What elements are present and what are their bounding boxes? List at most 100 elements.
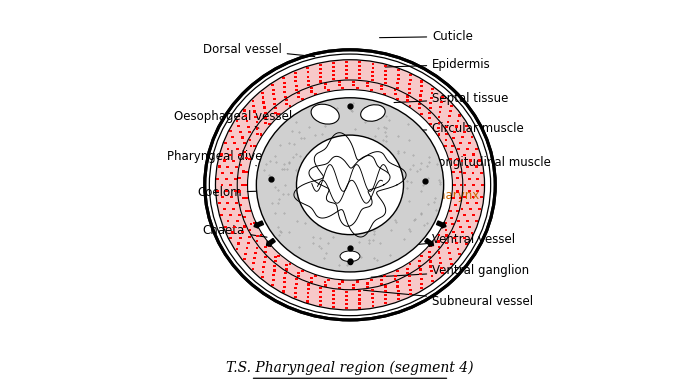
Bar — [345, 299, 348, 301]
Bar — [475, 166, 478, 167]
Bar — [284, 95, 286, 98]
Bar — [288, 263, 291, 265]
Bar — [409, 285, 412, 286]
Bar — [463, 131, 466, 133]
Bar — [367, 85, 370, 87]
Bar — [465, 243, 468, 245]
Bar — [384, 74, 387, 76]
Bar — [421, 287, 424, 289]
Bar — [273, 270, 276, 271]
Bar — [295, 89, 298, 91]
Bar — [444, 145, 447, 147]
Bar — [461, 136, 464, 138]
Bar — [372, 63, 375, 65]
Bar — [449, 210, 452, 212]
Bar — [449, 110, 452, 112]
Bar — [419, 278, 423, 280]
Bar — [238, 177, 241, 179]
Bar — [230, 154, 232, 156]
Bar — [463, 196, 466, 198]
Bar — [372, 79, 375, 81]
Bar — [438, 251, 440, 254]
Bar — [249, 223, 253, 225]
Bar — [227, 166, 230, 167]
Bar — [345, 291, 348, 293]
Bar — [420, 283, 423, 285]
Bar — [456, 191, 458, 192]
Bar — [393, 89, 396, 92]
Bar — [221, 172, 224, 174]
Bar — [332, 70, 335, 72]
Bar — [307, 283, 309, 286]
Bar — [438, 234, 440, 236]
Bar — [420, 85, 423, 87]
Bar — [452, 137, 454, 139]
Bar — [468, 190, 470, 192]
Bar — [449, 258, 452, 260]
Bar — [459, 142, 462, 144]
Bar — [283, 82, 286, 84]
Bar — [472, 196, 475, 198]
Bar — [452, 171, 454, 173]
Bar — [251, 100, 254, 102]
Bar — [470, 208, 473, 210]
Bar — [243, 225, 246, 228]
Bar — [396, 285, 400, 288]
Bar — [230, 214, 232, 216]
Bar — [358, 77, 361, 79]
Bar — [246, 171, 248, 173]
Bar — [256, 235, 259, 237]
Bar — [409, 79, 412, 81]
Bar — [230, 237, 232, 239]
Bar — [237, 125, 240, 127]
Bar — [421, 80, 424, 82]
Bar — [236, 220, 239, 222]
Bar — [338, 283, 341, 285]
Bar — [254, 116, 258, 118]
Bar — [253, 145, 256, 147]
Bar — [470, 159, 473, 162]
Bar — [444, 223, 447, 224]
Bar — [428, 117, 431, 119]
Bar — [396, 281, 399, 283]
Bar — [236, 148, 239, 150]
Bar — [338, 286, 341, 289]
Bar — [345, 77, 348, 79]
Bar — [429, 265, 432, 268]
Bar — [431, 87, 434, 90]
Bar — [345, 307, 348, 309]
Bar — [428, 251, 431, 253]
Bar — [328, 279, 330, 281]
Bar — [243, 216, 246, 218]
Bar — [232, 159, 235, 162]
Bar — [235, 202, 238, 204]
Bar — [244, 253, 247, 255]
Bar — [248, 210, 251, 212]
Bar — [307, 67, 309, 69]
Bar — [332, 294, 335, 296]
Bar — [358, 61, 361, 63]
Bar — [384, 298, 387, 300]
Bar — [384, 285, 387, 288]
Bar — [342, 87, 344, 89]
Bar — [444, 139, 447, 141]
Bar — [447, 121, 449, 123]
Bar — [285, 99, 288, 101]
Bar — [307, 296, 309, 298]
Bar — [242, 197, 245, 199]
Bar — [319, 68, 322, 70]
Bar — [409, 74, 412, 76]
Bar — [307, 288, 309, 290]
Bar — [430, 275, 433, 277]
Bar — [264, 251, 267, 253]
Bar — [438, 111, 442, 113]
Bar — [248, 229, 251, 231]
Bar — [461, 208, 463, 210]
Bar — [264, 246, 267, 248]
Bar — [319, 287, 322, 289]
Bar — [241, 231, 244, 233]
Bar — [460, 184, 463, 186]
Bar — [233, 226, 237, 228]
Bar — [323, 87, 326, 89]
Bar — [314, 92, 316, 95]
